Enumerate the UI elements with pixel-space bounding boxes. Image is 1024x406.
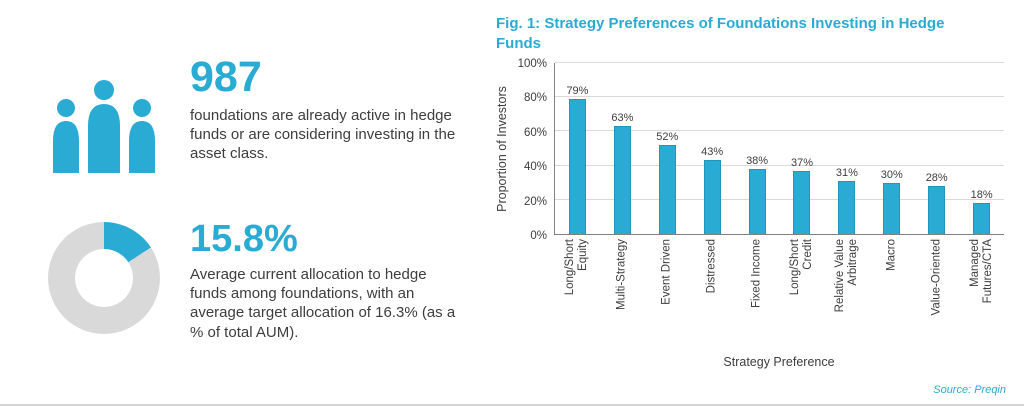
category-cell: Managed Futures/CTA [959,235,1004,349]
category-label: Managed Futures/CTA [968,239,994,304]
category-cell: Fixed Income [734,235,779,349]
bar-value-label: 37% [790,156,813,169]
bar-value-label: 31% [835,167,858,179]
gridline [555,62,1004,63]
bar-group: 18% [959,63,1004,234]
category-cell: Value-Oriented [914,235,959,349]
bar [883,182,901,234]
category-label: Relative Value Arbitrage [833,239,859,313]
bar-group: 28% [914,63,959,234]
category-label: Macro [885,239,897,271]
bar-value-label: 38% [746,155,769,168]
bar [613,126,631,234]
plot-column: 79% 63% 52% 43% 38% 37% 31% 30% 28% 18% Long/Shor… [554,62,1004,369]
y-tick-label: 0% [530,230,547,242]
stat-foundations-text: 987 foundations are already active in he… [190,56,458,164]
category-label: Long/Short Equity [563,239,589,296]
chart-panel: Fig. 1: Strategy Preferences of Foundati… [488,0,1024,406]
stat-foundations: 987 foundations are already active in he… [44,56,488,174]
bar-group: 38% [735,63,780,234]
bar [838,181,856,234]
bar-value-label: 30% [880,168,903,181]
chart-title: Fig. 1: Strategy Preferences of Foundati… [496,15,945,52]
category-labels: Long/Short Equity Multi-Strategy Event Dri… [554,235,1004,349]
gridline [555,130,1004,132]
gridline [555,164,1004,166]
stats-panel: 987 foundations are already active in he… [0,0,488,406]
person-icon [88,80,120,173]
y-tick-label: 20% [523,195,547,208]
people-group-icon [53,80,155,173]
bar [748,169,766,234]
bar-group: 43% [690,63,735,234]
category-cell: Multi-Strategy [599,235,644,349]
bar-value-label: 18% [970,189,993,202]
bar-group: 63% [600,63,645,234]
allocation-description: Average current allocation to hedge fund… [190,266,456,341]
bar [568,98,586,234]
category-label: Multi-Strategy [615,239,627,310]
stat-allocation-text: 15.8% Average current allocation to hedg… [190,220,458,342]
stat-allocation-graphic [44,220,164,334]
bar-chart: Proportion of Investors 0% 20% 40% 60% 80% 10… [495,58,1004,369]
donut-chart [48,222,160,334]
bar-value-label: 52% [656,131,679,144]
bar-group: 30% [869,63,914,234]
category-label: Value-Oriented [930,239,942,316]
y-tick-label: 40% [523,161,547,174]
bar-value-label: 43% [701,146,724,159]
category-cell: Macro [869,235,914,349]
stat-allocation: 15.8% Average current allocation to hedg… [44,220,488,342]
plot-area: 79% 63% 52% 43% 38% 37% 31% 30% 28% 18% [554,62,1004,235]
category-label: Fixed Income [750,239,762,309]
bar [658,145,676,234]
y-tick-label: 100% [517,58,547,70]
y-axis-label: Proportion of Investors [495,86,509,212]
person-icon [53,99,79,173]
category-cell: Event Driven [644,235,689,349]
foundations-description: foundations are already active in hedge … [190,107,456,163]
bar-group: 79% [555,63,600,234]
foundations-count: 987 [190,53,262,101]
y-tick-label: 60% [523,126,547,139]
category-cell: Long/Short Credit [779,235,824,349]
category-cell: Relative Value Arbitrage [824,235,869,349]
category-cell: Long/Short Equity [554,235,599,349]
category-cell: Distressed [689,235,734,349]
bar [928,186,946,234]
bottom-divider [0,404,1024,406]
category-label: Distressed [705,239,717,294]
person-icon [129,99,155,173]
category-label: Event Driven [660,239,672,305]
stat-foundations-graphic [44,56,164,174]
bar-group: 37% [780,63,825,234]
donut-hole [75,249,133,307]
bar [973,203,991,234]
allocation-percent: 15.8% [190,218,298,260]
bar [703,160,721,234]
source-note: Source: Preqin [933,384,1006,396]
y-axis: Proportion of Investors 0% 20% 40% 60% 80% 10… [495,58,554,242]
gridline [555,198,1004,200]
bar [793,170,811,234]
bars: 79% 63% 52% 43% 38% 37% 31% 30% 28% 18% [555,63,1004,234]
gridline [555,96,1004,98]
bar-value-label: 28% [925,172,948,185]
category-label: Long/Short Credit [788,239,814,296]
bar-group: 52% [645,63,690,234]
x-axis-label: Strategy Preference [723,355,835,369]
y-tick-label: 80% [523,92,547,105]
bar-group: 31% [824,63,869,234]
bar-value-label: 63% [611,112,634,125]
bar-value-label: 79% [566,84,589,97]
